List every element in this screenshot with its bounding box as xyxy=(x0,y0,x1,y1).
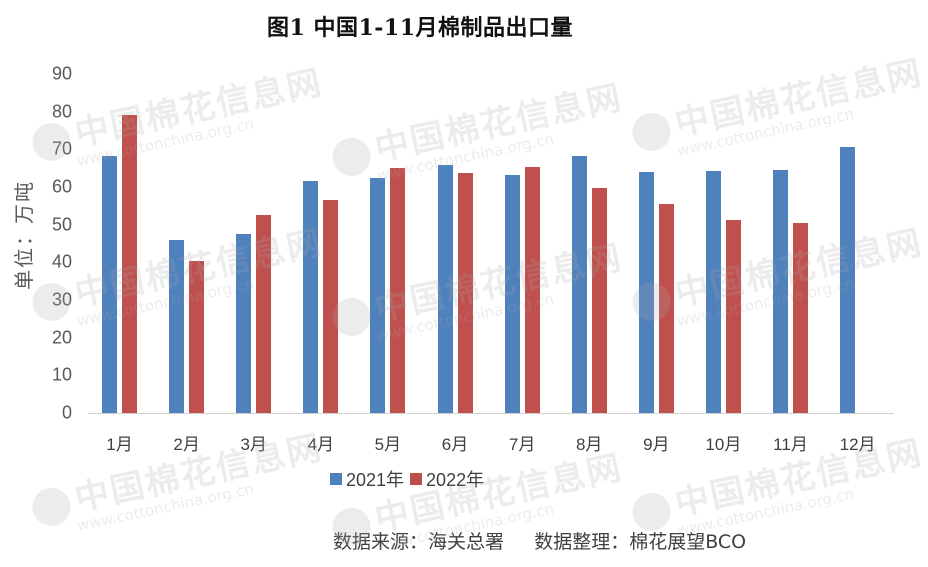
x-tick-label: 8月 xyxy=(575,435,603,454)
x-tick-label: 7月 xyxy=(508,435,536,454)
x-axis-line xyxy=(88,413,894,414)
bar-2022年-4月 xyxy=(323,200,339,413)
y-tick-label: 40 xyxy=(51,251,72,272)
legend-swatch-2022 xyxy=(410,473,423,485)
y-tick-label: 70 xyxy=(51,138,72,159)
watermark-logo-icon xyxy=(628,108,674,154)
bar-2022年-5月 xyxy=(390,168,406,413)
bar-2022年-3月 xyxy=(256,214,272,413)
bar-2022年-2月 xyxy=(189,261,205,413)
legend: 2021年 2022年 xyxy=(330,466,490,492)
bar-2021年-11月 xyxy=(773,170,788,413)
bar-2022年-8月 xyxy=(591,187,607,413)
bar-2022年-11月 xyxy=(793,223,808,413)
bar-2022年-7月 xyxy=(524,167,540,413)
x-tick-label: 12月 xyxy=(839,435,876,454)
y-tick-label: 60 xyxy=(51,176,72,197)
bar-2021年-3月 xyxy=(236,234,252,413)
bar-2022年-9月 xyxy=(658,203,674,413)
bar-2022年-6月 xyxy=(457,173,473,413)
x-tick-label: 1月 xyxy=(106,435,133,454)
legend-item-2021: 2021年 xyxy=(330,466,404,492)
x-tick-label: 3月 xyxy=(240,435,267,454)
x-tick-label: 11月 xyxy=(773,435,808,454)
bar-2021年-7月 xyxy=(504,174,520,413)
bar-2021年-4月 xyxy=(303,180,319,413)
watermark: 中国棉花信息网 www.cottonchina.org.cn xyxy=(627,45,928,168)
x-tick-label: 10月 xyxy=(705,435,742,454)
y-tick-label: 10 xyxy=(51,364,72,385)
bar-2022年-1月 xyxy=(122,115,137,413)
bar-2021年-8月 xyxy=(571,156,587,413)
watermark-logo-icon xyxy=(328,133,374,179)
legend-item-2022: 2022年 xyxy=(410,466,484,492)
legend-swatch-2021 xyxy=(330,473,342,485)
bar-2021年-9月 xyxy=(638,171,654,413)
bar-2021年-6月 xyxy=(437,165,453,413)
bar-2021年-12月 xyxy=(840,146,856,413)
y-axis-label: 单位：万吨 xyxy=(12,180,36,290)
x-tick-label: 6月 xyxy=(441,435,469,454)
source-note: 数据来源：海关总署 数据整理：棉花展望BCO xyxy=(333,531,747,553)
y-tick-label: 30 xyxy=(51,289,72,310)
legend-label-2021: 2021年 xyxy=(346,470,405,490)
bar-2021年-5月 xyxy=(370,178,386,413)
legend-label-2022: 2022年 xyxy=(426,470,485,490)
bar-2022年-10月 xyxy=(725,219,741,413)
watermark-logo-icon xyxy=(28,483,74,529)
bar-2021年-2月 xyxy=(169,240,185,413)
y-tick-label: 80 xyxy=(51,101,72,122)
x-tick-label: 9月 xyxy=(643,435,670,454)
bar-2021年-1月 xyxy=(102,156,117,413)
x-tick-label: 4月 xyxy=(307,435,335,454)
bar-2021年-10月 xyxy=(705,170,721,413)
y-tick-label: 90 xyxy=(51,63,72,84)
x-tick-label: 5月 xyxy=(374,435,402,454)
chart-title: 图1 中国1-11月棉制品出口量 xyxy=(266,15,574,41)
x-tick-label: 2月 xyxy=(173,435,200,454)
y-tick-label: 50 xyxy=(51,214,72,235)
y-tick-label: 20 xyxy=(51,327,72,348)
y-tick-label: 0 xyxy=(61,402,72,423)
watermark: 中国棉花信息网 www.cottonchina.org.cn xyxy=(27,55,330,178)
